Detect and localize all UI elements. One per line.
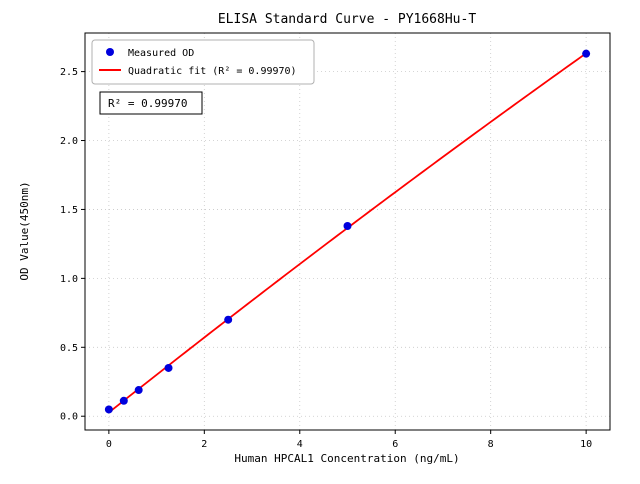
y-tick-label: 0.5 bbox=[60, 343, 78, 354]
legend-marker-measured-od-icon bbox=[106, 48, 114, 56]
legend-label-measured-od: Measured OD bbox=[128, 48, 194, 59]
x-tick-label: 2 bbox=[201, 439, 207, 450]
y-tick-label: 2.0 bbox=[60, 136, 78, 147]
annotation-text: R² = 0.99970 bbox=[108, 97, 187, 110]
scatter-point bbox=[104, 405, 113, 414]
tick-labels: 0 2 4 6 8 10 0.0 0.5 1.0 1.5 2.0 2.5 bbox=[60, 67, 592, 450]
x-axis-label: Human HPCAL1 Concentration (ng/mL) bbox=[234, 452, 459, 465]
y-tick-label: 1.5 bbox=[60, 205, 78, 216]
x-tick-label: 10 bbox=[580, 439, 592, 450]
axis-ticks bbox=[81, 71, 587, 434]
y-tick-label: 1.0 bbox=[60, 274, 78, 285]
x-tick-label: 0 bbox=[106, 439, 112, 450]
legend: Measured OD Quadratic fit (R² = 0.99970) bbox=[91, 39, 315, 85]
annotation-box bbox=[99, 91, 203, 115]
y-tick-label: 0.0 bbox=[60, 412, 78, 423]
legend-label-quadratic-fit: Quadratic fit (R² = 0.99970) bbox=[128, 66, 297, 77]
legend-box bbox=[91, 39, 315, 85]
plot-border bbox=[84, 32, 611, 431]
scatter-point bbox=[134, 386, 143, 395]
x-tick-label: 6 bbox=[392, 439, 398, 450]
scatter-point bbox=[582, 49, 591, 58]
scatter-point bbox=[119, 396, 128, 405]
scatter-points bbox=[104, 49, 591, 414]
scatter-point bbox=[343, 221, 352, 230]
r-squared-annotation: R² = 0.99970 bbox=[99, 91, 203, 115]
scatter-point bbox=[164, 363, 173, 372]
y-tick-label: 2.5 bbox=[60, 67, 78, 78]
x-tick-label: 8 bbox=[488, 439, 494, 450]
chart-title: ELISA Standard Curve - PY1668Hu-T bbox=[218, 12, 476, 27]
scatter-point bbox=[224, 315, 233, 324]
x-tick-label: 4 bbox=[297, 439, 303, 450]
y-axis-label: OD Value(450nm) bbox=[18, 181, 31, 280]
